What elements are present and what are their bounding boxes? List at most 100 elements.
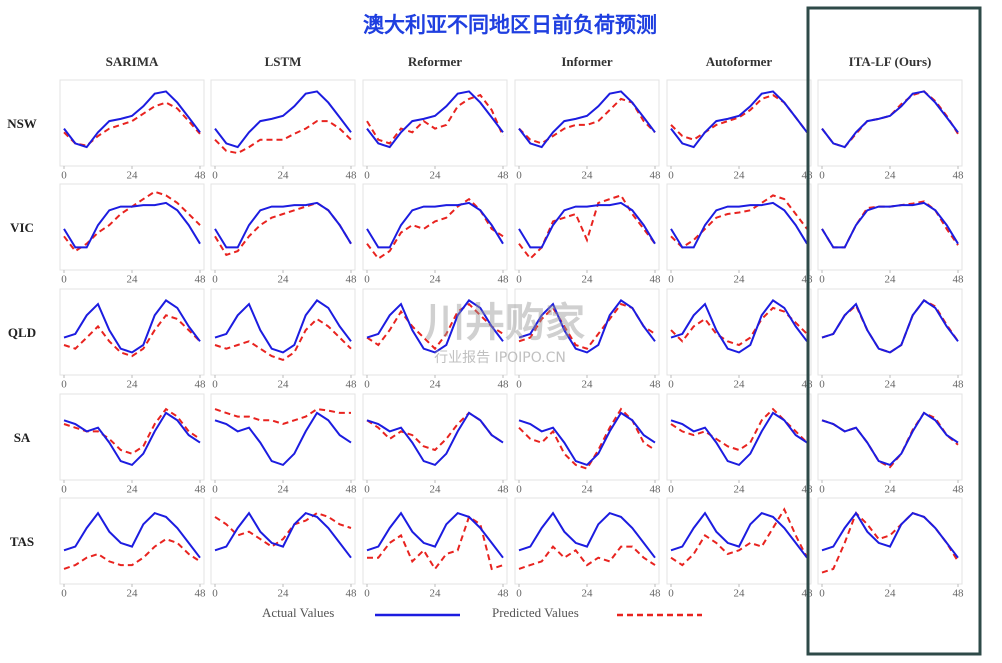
x-tick-label: 0 [516, 484, 522, 496]
x-tick-label: 0 [364, 588, 370, 600]
actual-line [63, 299, 201, 354]
x-tick-label: 24 [885, 379, 897, 391]
row-label: QLD [8, 325, 36, 340]
actual-line [670, 511, 808, 559]
panel [666, 393, 812, 481]
x-tick-label: 24 [582, 379, 594, 391]
x-tick-label: 24 [127, 588, 139, 600]
x-tick-label: 24 [582, 170, 594, 182]
actual-line [63, 90, 201, 149]
x-tick-label: 24 [885, 274, 897, 286]
panel [666, 288, 812, 376]
x-tick-label: 24 [127, 170, 139, 182]
x-tick-label: 48 [953, 588, 965, 600]
x-tick-label: 0 [819, 274, 825, 286]
x-tick-label: 24 [582, 484, 594, 496]
chart-title: 澳大利亚不同地区日前负荷预测 [363, 13, 657, 37]
actual-line [821, 299, 959, 354]
x-tick-label: 48 [953, 379, 965, 391]
column-header: LSTM [265, 54, 302, 69]
x-tick-label: 24 [885, 484, 897, 496]
x-tick-label: 48 [195, 274, 207, 286]
x-tick-label: 48 [346, 274, 358, 286]
actual-line [214, 90, 352, 149]
predicted-line [214, 317, 352, 362]
predicted-line [670, 507, 808, 567]
predicted-line [214, 120, 352, 155]
actual-line [518, 411, 656, 467]
x-tick-label: 48 [498, 588, 510, 600]
panel [362, 393, 508, 481]
x-tick-label: 48 [346, 484, 358, 496]
predicted-line [518, 545, 656, 570]
actual-line [366, 201, 504, 249]
panel [817, 183, 963, 271]
x-tick-label: 0 [61, 588, 67, 600]
x-tick-label: 24 [430, 379, 442, 391]
actual-line [366, 90, 504, 149]
actual-line [670, 201, 808, 249]
predicted-line [366, 302, 504, 351]
x-tick-label: 48 [498, 274, 510, 286]
x-tick-label: 48 [346, 588, 358, 600]
x-tick-label: 0 [61, 379, 67, 391]
x-tick-label: 24 [430, 274, 442, 286]
predicted-line [821, 90, 959, 149]
panel [362, 183, 508, 271]
x-tick-label: 24 [430, 588, 442, 600]
predicted-line [518, 194, 656, 261]
x-tick-label: 48 [346, 170, 358, 182]
x-tick-label: 48 [195, 484, 207, 496]
predicted-line [821, 299, 959, 354]
x-tick-label: 0 [212, 170, 218, 182]
panel [210, 393, 356, 481]
panel [210, 497, 356, 585]
x-tick-label: 0 [516, 170, 522, 182]
x-tick-label: 0 [61, 170, 67, 182]
panel [514, 79, 660, 167]
panel [59, 497, 205, 585]
x-tick-label: 24 [127, 484, 139, 496]
row-label: NSW [7, 116, 37, 131]
x-tick-label: 48 [953, 170, 965, 182]
actual-line [63, 201, 201, 249]
watermark: 川井购家 [425, 300, 585, 346]
x-tick-label: 0 [668, 274, 674, 286]
panel [817, 288, 963, 376]
predicted-line [63, 101, 201, 147]
predicted-line [214, 408, 351, 426]
panel [362, 497, 508, 585]
actual-line [518, 90, 656, 149]
actual-line [518, 299, 656, 354]
actual-line [670, 90, 808, 149]
predicted-line [63, 537, 201, 570]
x-tick-label: 48 [650, 170, 662, 182]
x-tick-label: 48 [650, 588, 662, 600]
x-tick-label: 0 [668, 484, 674, 496]
x-tick-label: 0 [668, 588, 674, 600]
watermark-sub: 行业报告 IPOIPO.CN [434, 350, 566, 366]
actual-line [821, 90, 959, 149]
predicted-line [366, 197, 504, 260]
x-tick-label: 0 [668, 379, 674, 391]
predicted-line [63, 407, 201, 455]
x-tick-label: 48 [953, 484, 965, 496]
column-header: Reformer [408, 54, 462, 69]
predicted-line [367, 515, 504, 571]
panel [666, 497, 812, 585]
x-tick-label: 0 [516, 588, 522, 600]
predicted-line [366, 411, 504, 452]
x-tick-label: 48 [498, 170, 510, 182]
x-tick-label: 24 [734, 379, 746, 391]
predicted-line [518, 407, 656, 470]
row-label: TAS [10, 534, 34, 549]
row-label: SA [14, 430, 31, 445]
x-tick-label: 24 [430, 170, 442, 182]
x-tick-label: 24 [582, 588, 594, 600]
panel [59, 393, 205, 481]
x-tick-label: 48 [650, 484, 662, 496]
row-label: VIC [10, 220, 34, 235]
predicted-line [214, 511, 352, 548]
actual-line [518, 201, 656, 249]
